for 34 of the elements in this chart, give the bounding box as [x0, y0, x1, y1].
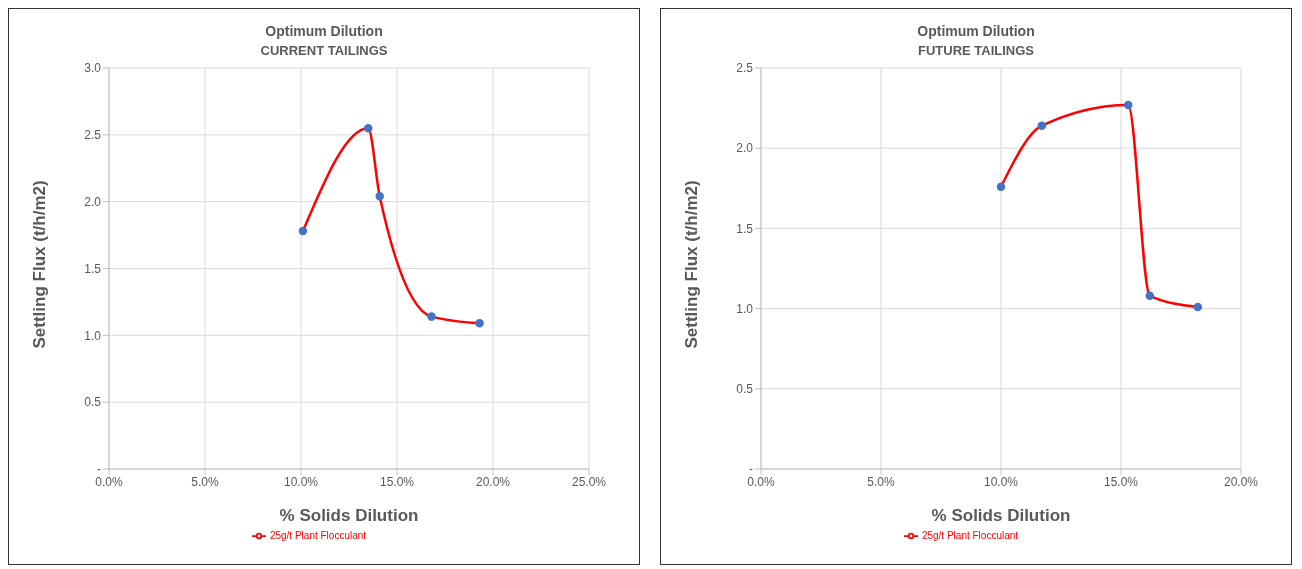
y-axis-title: Settling Flux (t/h/m2) [682, 180, 702, 349]
legend-label: 25g/t Plant Flocculant [921, 529, 1019, 541]
y-tick-label: 2.0 [84, 194, 102, 209]
x-tick-label: 25.0% [571, 474, 607, 489]
y-tick-label: 3.0 [84, 61, 102, 76]
y-tick-label: 1.5 [84, 261, 102, 276]
x-tick-label: 5.0% [867, 474, 895, 489]
y-tick-label: 0.5 [84, 395, 102, 410]
x-axis-title: % Solids Dilution [931, 506, 1071, 525]
x-tick-label: 20.0% [475, 474, 511, 489]
y-tick-label: - [749, 462, 753, 477]
x-tick-label: 5.0% [191, 474, 219, 489]
legend-label: 25g/t Plant Flocculant [269, 529, 367, 541]
y-tick-label: 2.5 [84, 128, 102, 143]
x-tick-label: 0.0% [95, 474, 123, 489]
chart-title: Optimum Dilution [916, 23, 1036, 39]
x-tick-label: 15.0% [379, 474, 415, 489]
x-tick-label: 10.0% [283, 474, 319, 489]
x-tick-label: 15.0% [1103, 474, 1139, 489]
x-tick-label: 0.0% [747, 474, 775, 489]
y-tick-label: 0.5 [736, 382, 754, 397]
y-tick-label: 2.0 [736, 141, 754, 156]
y-tick-label: 1.0 [736, 301, 754, 316]
y-tick-label: 1.0 [84, 328, 102, 343]
y-tick-label: 2.5 [736, 61, 754, 76]
chart-subtitle: FUTURE TAILINGS [917, 43, 1035, 58]
x-tick-label: 10.0% [983, 474, 1019, 489]
x-tick-label: 20.0% [1223, 474, 1259, 489]
x-axis-title: % Solids Dilution [279, 506, 419, 525]
y-axis-title: Settling Flux (t/h/m2) [30, 180, 50, 349]
y-tick-label: - [97, 462, 101, 477]
y-tick-label: 1.5 [736, 221, 754, 236]
chart-subtitle: CURRENT TAILINGS [259, 43, 389, 58]
chart-title: Optimum Dilution [264, 23, 384, 39]
